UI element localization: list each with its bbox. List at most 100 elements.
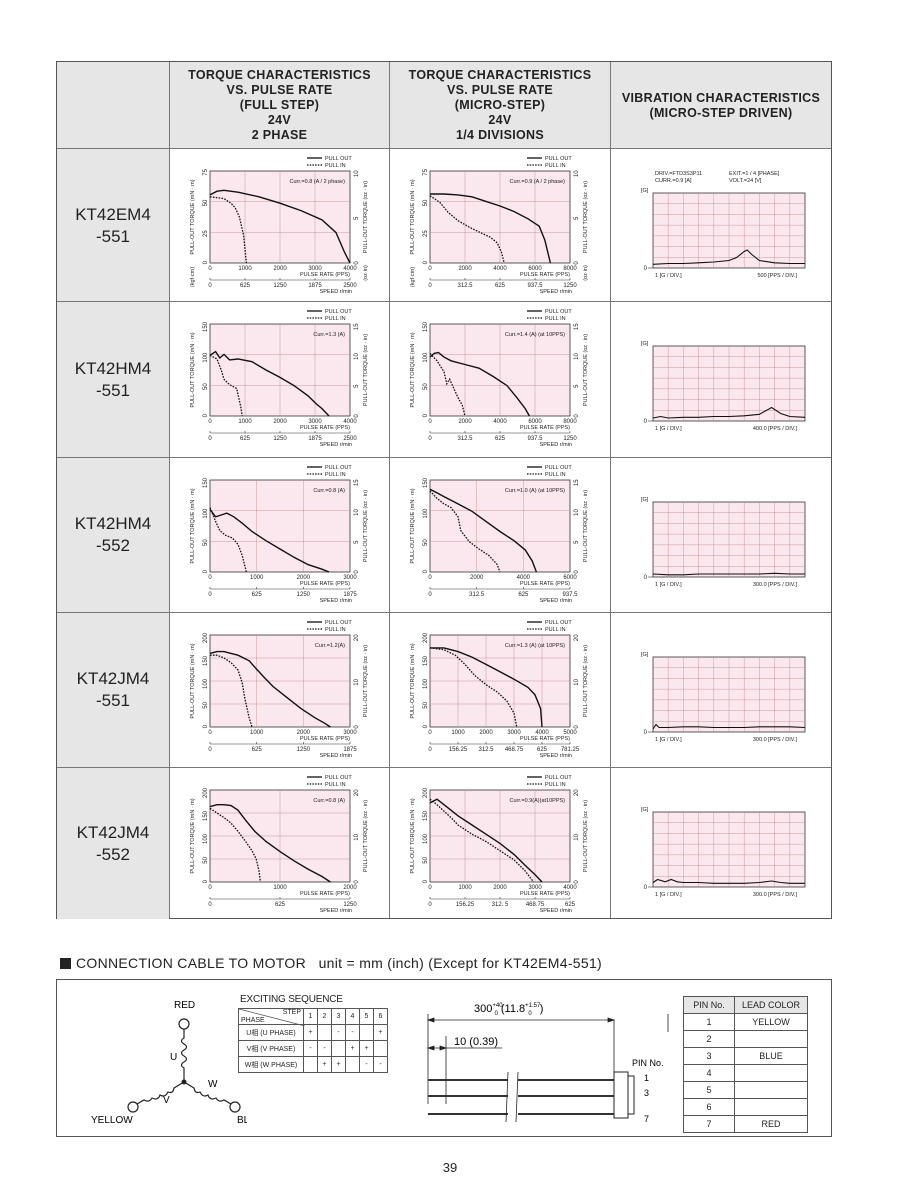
pin-rows: 1 YELLOW 2 3 BLUE 4 5 6 7 RED	[683, 1013, 808, 1133]
vibration-chart-cell: [G] 0 1 [G / DIV.] 300.0 [PPS / DIV.]	[611, 458, 831, 612]
step-phase-corner: STEP PHASE	[238, 1008, 305, 1026]
pin-number: 1	[683, 1013, 735, 1031]
label-blue: BLUE	[237, 1115, 247, 1126]
step-header: 2	[317, 1008, 332, 1025]
model-name-line: -551	[95, 691, 131, 710]
x-tick-label: 1000	[458, 885, 472, 891]
pin-number: 5	[683, 1081, 735, 1099]
speed-tick-label: 0	[208, 902, 212, 908]
y2-tick-label: 10	[574, 170, 580, 177]
y-tick-label: 150	[423, 321, 429, 332]
x-tick-label: 4000	[535, 730, 549, 736]
y2-tick-label: 5	[574, 540, 580, 544]
sequence-cell: -	[331, 1024, 346, 1041]
speed-tick-label: 625	[252, 747, 263, 753]
vib-x-div-label: 300.0 [PPS / DIV.]	[753, 892, 798, 898]
speed-tick-label: 937.5	[527, 436, 543, 442]
x-tick-label: 2000	[479, 730, 493, 736]
sequence-cell: +	[373, 1024, 388, 1041]
x-tick-label: 0	[208, 419, 212, 425]
speed-axis-label: SPEED r/min	[320, 908, 352, 914]
x-tick-label: 4000	[343, 266, 357, 272]
legend-pull-in: PULL IN	[545, 316, 566, 322]
speed-tick-label: 2500	[343, 436, 357, 442]
sequence-cell	[345, 1056, 360, 1073]
divider	[57, 148, 831, 149]
legend-pull-in: PULL IN	[325, 472, 346, 478]
step-header: 4	[345, 1008, 360, 1025]
y2-tick-label: 20	[354, 789, 360, 796]
current-label: Curr.=1.2(A)	[315, 643, 345, 649]
lead-color: RED	[734, 1115, 808, 1133]
speed-tick-label: 937.5	[562, 592, 578, 598]
label-yellow: YELLOW	[91, 1115, 133, 1126]
speed-tick-label: 625	[240, 436, 251, 442]
legend-pull-out: PULL OUT	[325, 620, 352, 626]
vibration-chart: [G] 0 1 [G / DIV.] 300.0 [PPS / DIV.]	[641, 652, 806, 743]
legend-pull-in: PULL IN	[325, 782, 346, 788]
pull-out-curve	[209, 650, 331, 728]
x-tick-label: 8000	[563, 266, 577, 272]
vib-zero-label: 0	[644, 419, 648, 425]
micro-step-chart-cell: PULL OUT PULL IN 0 1000 2000 3000 4000 5000 PULS…	[390, 613, 610, 767]
y-tick-label: 100	[203, 352, 209, 363]
full-step-chart-cell: PULL OUT PULL IN 0 1000 2000 PULSE RATE (PPS)…	[170, 768, 389, 919]
x-tick-label: 6000	[528, 419, 542, 425]
divider	[57, 767, 831, 768]
y2-tick-label: 10	[354, 170, 360, 177]
x-tick-label: 0	[428, 266, 432, 272]
y2-tick-label: 0	[354, 725, 360, 729]
current-label: Curr.=0.8 (A)	[313, 798, 345, 804]
y-tick-label: 0	[423, 569, 429, 573]
speed-tick-label: 1250	[563, 283, 577, 289]
pull-in-curve	[429, 798, 535, 883]
pin-row: 7 RED	[683, 1115, 808, 1133]
model-name-line: KT42EM4	[75, 204, 151, 224]
y-tick-label: 0	[423, 724, 429, 728]
vib-g-label: [G]	[641, 341, 649, 347]
legend-pull-out: PULL OUT	[325, 465, 352, 471]
legend-pull-in: PULL IN	[545, 782, 566, 788]
header-vibration: VIBRATION CHARACTERISTICS (MICRO-STEP DR…	[611, 62, 831, 149]
model-name-line: KT42HM4	[74, 358, 152, 378]
y-tick-label: 0	[423, 260, 429, 264]
y2-axis-label: PULL-OUT TORQUE (oz · in)	[363, 800, 369, 872]
x-axis-label: PULSE RATE (PPS)	[300, 272, 350, 278]
step-header: 3	[331, 1008, 346, 1025]
speed-tick-label: 2500	[343, 283, 357, 289]
y2-axis-label: PULL-OUT TORQUE (oz · in)	[583, 334, 589, 406]
vibration-chart-cell: [G] 0 1 [G / DIV.] 300.0 [PPS / DIV.]	[611, 613, 831, 767]
x-tick-label: 2000	[273, 419, 287, 425]
sequence-cell: +	[317, 1056, 332, 1073]
sequence-cell: +	[345, 1040, 360, 1057]
x-tick-label: 4000	[517, 575, 531, 581]
characteristics-table: TORQUE CHARACTERISTICS VS. PULSE RATE (F…	[56, 61, 832, 919]
x-tick-label: 5000	[563, 730, 577, 736]
sequence-row: W相 (W PHASE) + + - -	[238, 1056, 388, 1073]
y2-tick-label: 10	[354, 678, 360, 685]
vib-g-label: [G]	[641, 497, 649, 503]
plot-area	[209, 479, 351, 573]
x-tick-label: 1000	[451, 730, 465, 736]
sequence-cell: -	[373, 1056, 388, 1073]
speed-tick-label: 0	[208, 283, 212, 289]
y2-axis-label: PULL-OUT TORQUE (oz · in)	[363, 490, 369, 562]
current-label: Curr.=1.4 (A) (at 10PPS)	[505, 332, 565, 338]
label-v: V	[163, 1095, 170, 1106]
divider	[169, 62, 170, 918]
pull-in-curve	[209, 807, 262, 883]
y2-tick-label: 0	[574, 725, 580, 729]
micro-step-chart-cell: PULL OUT PULL IN 0 2000 4000 6000 PULSE RATE (…	[390, 458, 610, 612]
legend-pull-out: PULL OUT	[545, 465, 572, 471]
vibration-curve	[652, 406, 806, 419]
vibration-chart: [G] 0 1 [G / DIV.] 300.0 [PPS / DIV.]	[641, 497, 806, 588]
sequence-cell: -	[317, 1040, 332, 1057]
label-w: W	[208, 1079, 218, 1090]
y2-tick-label: 5	[354, 540, 360, 544]
vibration-curve	[652, 723, 806, 730]
speed-tick-label: 156.25	[449, 747, 468, 753]
y2-axis-label: PULL-OUT TORQUE (oz · in)	[363, 334, 369, 406]
